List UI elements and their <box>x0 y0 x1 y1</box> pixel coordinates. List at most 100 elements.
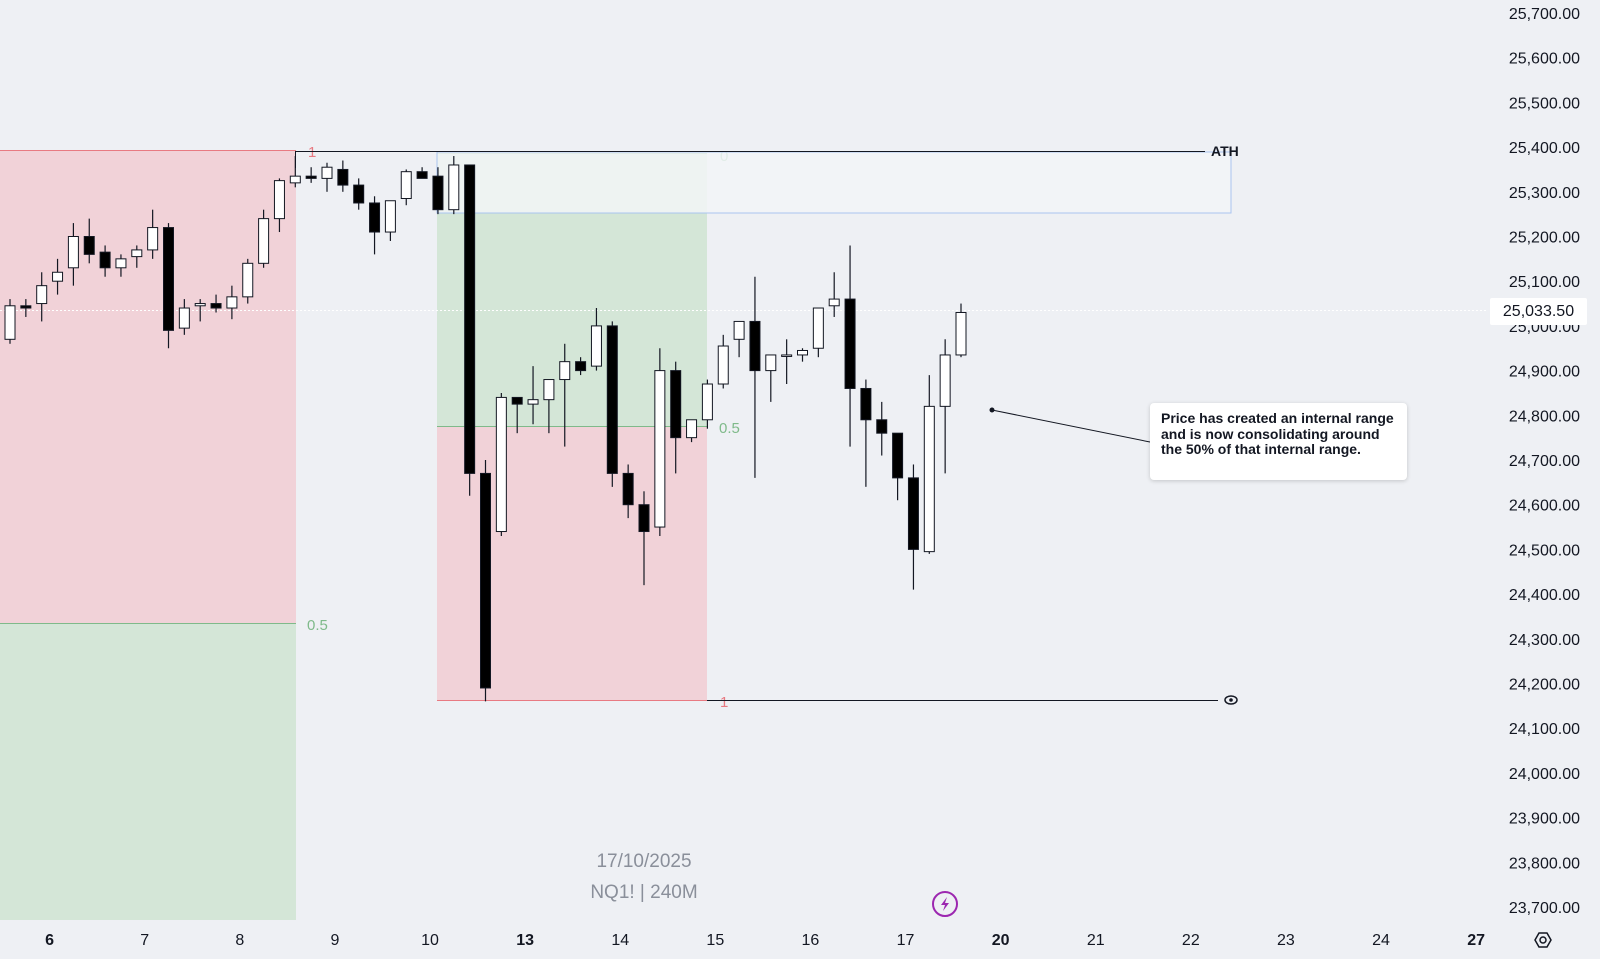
candle-body <box>638 504 650 533</box>
lightning-icon[interactable] <box>932 891 958 917</box>
candle-body <box>923 405 935 553</box>
candle-body <box>590 325 602 367</box>
candle-body <box>67 236 79 269</box>
y-tick-label: 25,500.00 <box>1509 95 1580 112</box>
candle <box>876 401 888 456</box>
candle <box>289 156 301 188</box>
candle <box>67 223 79 286</box>
y-tick-label: 25,400.00 <box>1509 140 1580 157</box>
candle-body <box>717 345 729 385</box>
candle <box>527 366 539 425</box>
x-tick-label: 23 <box>1277 932 1295 949</box>
eye-icon[interactable] <box>1224 695 1238 705</box>
candle <box>210 294 222 313</box>
y-tick-label: 24,100.00 <box>1509 721 1580 738</box>
highlight-rectangle[interactable] <box>436 151 1232 214</box>
candle-body <box>860 387 872 421</box>
y-tick-label: 24,900.00 <box>1509 364 1580 381</box>
candle <box>448 156 460 215</box>
candle <box>178 299 190 335</box>
annotation-note[interactable]: Price has created an internal range and … <box>1150 403 1407 480</box>
candle-body <box>765 354 777 372</box>
candle-body <box>400 171 412 200</box>
candle <box>543 379 555 434</box>
candle-body <box>797 349 808 356</box>
x-tick-label: 13 <box>516 932 534 949</box>
y-tick-label: 25,700.00 <box>1509 6 1580 23</box>
candle-body <box>828 298 840 307</box>
candle <box>606 321 618 487</box>
x-axis[interactable]: 6 7 8 9 10 13 14 15 16 17 20 21 22 23 24 27 <box>45 932 1485 949</box>
candle <box>163 223 174 349</box>
y-tick-label: 24,700.00 <box>1509 453 1580 470</box>
candle <box>131 245 143 268</box>
candle <box>939 339 951 474</box>
y-tick-label: 24,300.00 <box>1509 632 1580 649</box>
candle <box>860 379 872 487</box>
x-tick-label: 20 <box>992 932 1010 949</box>
candle <box>400 169 412 206</box>
candle <box>781 339 793 385</box>
y-tick-label: 23,900.00 <box>1509 811 1580 828</box>
candle-body <box>670 370 682 439</box>
candle <box>575 357 587 376</box>
candle-body <box>844 298 856 389</box>
fib-inner-mid-label: 0.5 <box>719 420 740 437</box>
candle-body <box>369 202 381 233</box>
x-tick-label: 8 <box>235 932 244 949</box>
candle <box>495 392 507 536</box>
x-tick-label: 27 <box>1467 932 1485 949</box>
candle <box>305 167 317 183</box>
candle-body <box>654 370 666 528</box>
candle-body <box>321 166 333 179</box>
x-tick-label: 10 <box>421 932 439 949</box>
watermark-date: 17/10/2025 <box>596 851 692 872</box>
candle-body <box>543 379 555 401</box>
candle <box>733 320 745 358</box>
candle <box>686 419 698 443</box>
candle <box>4 299 16 344</box>
candle-body <box>305 175 317 179</box>
y-tick-label: 24,400.00 <box>1509 587 1580 604</box>
x-tick-label: 15 <box>706 932 724 949</box>
candle-body <box>384 200 396 233</box>
fib-inner-lower-zone <box>437 426 707 700</box>
candle <box>955 303 967 358</box>
candle-body <box>226 296 238 309</box>
fib-inner-bottom-label: 1 <box>720 694 728 711</box>
candle <box>480 460 491 702</box>
candle <box>258 209 270 268</box>
candle-body <box>178 307 190 329</box>
candle-body <box>622 472 634 506</box>
y-tick-label: 24,200.00 <box>1509 677 1580 694</box>
candle-body <box>4 305 16 340</box>
candle-body <box>131 249 143 258</box>
candle <box>765 354 777 402</box>
candle <box>828 272 840 317</box>
candle-body <box>464 164 476 474</box>
candle-body <box>480 472 491 689</box>
candle <box>797 348 808 362</box>
y-tick-label: 25,200.00 <box>1509 230 1580 247</box>
y-tick-label: 24,500.00 <box>1509 542 1580 559</box>
x-tick-label: 21 <box>1087 932 1105 949</box>
x-tick-label: 6 <box>45 932 54 949</box>
candle-body <box>289 175 301 184</box>
candle-body <box>20 305 32 309</box>
candle-body <box>892 432 904 479</box>
x-tick-label: 16 <box>802 932 820 949</box>
candle <box>337 160 349 192</box>
gear-icon[interactable] <box>1534 932 1552 948</box>
candle <box>717 334 729 389</box>
candle-body <box>701 383 713 421</box>
candle-body <box>99 251 111 269</box>
y-axis[interactable]: 25,700.00 25,600.00 25,500.00 25,400.00 25,3… <box>1509 6 1580 917</box>
candle <box>194 299 206 322</box>
candle-body <box>606 325 618 474</box>
candle <box>321 162 333 192</box>
x-tick-label: 9 <box>330 932 339 949</box>
candles-group <box>4 156 967 702</box>
candle-body <box>559 361 571 381</box>
